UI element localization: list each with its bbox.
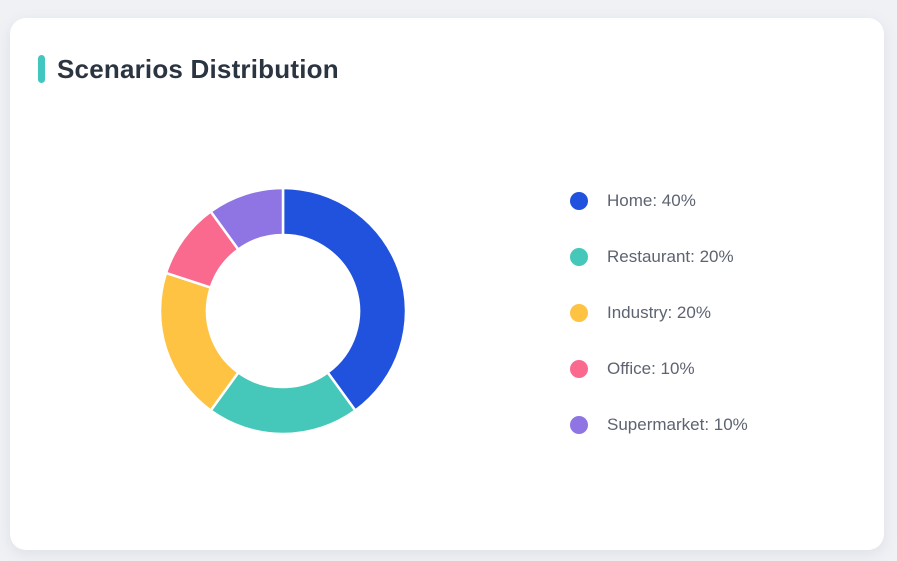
card-header: Scenarios Distribution <box>38 53 339 85</box>
legend-label: Restaurant: 20% <box>607 247 734 266</box>
legend-marker-icon <box>570 304 588 322</box>
scenarios-distribution-card: Scenarios Distribution Home: 40% Restaur… <box>10 18 884 550</box>
donut-segment-industry[interactable] <box>158 271 240 412</box>
legend-marker-icon <box>570 248 588 266</box>
legend: Home: 40% Restaurant: 20% Industry: 20% … <box>570 187 748 467</box>
legend-label: Home: 40% <box>607 191 696 210</box>
legend-marker-icon <box>570 416 588 434</box>
card-title: Scenarios Distribution <box>57 54 339 84</box>
donut-segment-supermarket[interactable] <box>209 186 285 251</box>
legend-label: Supermarket: 10% <box>607 415 748 434</box>
legend-label: Office: 10% <box>607 359 695 378</box>
legend-marker-icon <box>570 192 588 210</box>
legend-item-office[interactable]: Office: 10% <box>570 355 748 383</box>
legend-marker-icon <box>570 360 588 378</box>
donut-segment-home[interactable] <box>281 186 408 412</box>
legend-item-industry[interactable]: Industry: 20% <box>570 299 748 327</box>
legend-item-restaurant[interactable]: Restaurant: 20% <box>570 243 748 271</box>
title-accent-bar <box>38 55 45 83</box>
legend-item-home[interactable]: Home: 40% <box>570 187 748 215</box>
legend-label: Industry: 20% <box>607 303 711 322</box>
donut-chart <box>158 186 408 436</box>
legend-item-supermarket[interactable]: Supermarket: 10% <box>570 411 748 439</box>
